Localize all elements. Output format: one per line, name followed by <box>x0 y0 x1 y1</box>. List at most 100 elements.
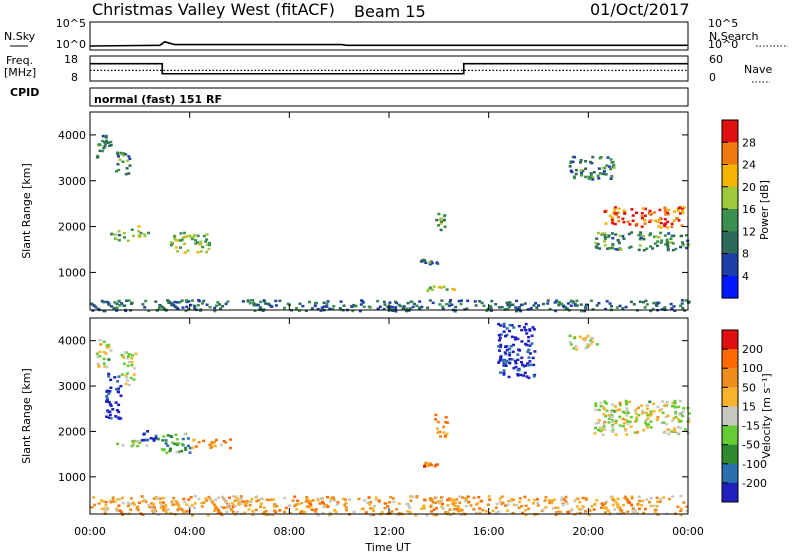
data-cell <box>252 303 256 307</box>
data-cell <box>194 445 198 448</box>
data-cell <box>130 444 134 448</box>
data-cell <box>434 501 438 504</box>
data-cell <box>435 218 439 222</box>
data-cell <box>305 498 309 501</box>
data-cell <box>610 414 614 417</box>
data-cell <box>283 306 286 310</box>
data-cell <box>550 501 554 505</box>
data-cell <box>494 506 498 509</box>
data-cell <box>535 306 539 309</box>
data-cell <box>113 301 117 304</box>
data-cell <box>332 304 336 308</box>
data-cell <box>624 427 627 431</box>
data-cell <box>528 344 532 347</box>
data-cell <box>666 220 670 224</box>
data-cell <box>679 507 683 511</box>
data-cell <box>656 500 660 504</box>
data-cell <box>108 390 112 393</box>
data-cell <box>629 425 633 428</box>
data-cell <box>498 306 501 309</box>
data-cell <box>652 402 656 406</box>
data-cell <box>122 304 126 307</box>
data-cell <box>649 309 653 313</box>
data-cell <box>524 509 527 512</box>
data-cell <box>489 309 493 312</box>
data-cell <box>436 500 440 503</box>
data-cell <box>603 237 607 240</box>
data-cell <box>184 446 188 450</box>
data-cell <box>456 505 460 509</box>
data-cell <box>97 502 101 505</box>
data-cell <box>625 403 629 406</box>
data-cell <box>395 301 399 305</box>
data-cell <box>508 351 512 355</box>
data-cell <box>339 300 343 303</box>
data-cell <box>321 500 324 504</box>
data-cell <box>159 506 163 509</box>
data-cell <box>499 333 503 336</box>
data-cell <box>565 307 569 311</box>
data-cell <box>440 220 443 223</box>
data-cell <box>512 343 515 347</box>
data-cell <box>497 345 501 348</box>
data-cell <box>599 401 603 405</box>
data-cell <box>685 246 689 250</box>
data-cell <box>439 217 443 220</box>
data-cell <box>607 509 611 513</box>
data-cell <box>176 508 180 512</box>
data-cell <box>104 134 108 138</box>
data-cell <box>119 394 123 397</box>
data-cell <box>169 241 173 244</box>
data-cell <box>186 437 190 440</box>
data-cell <box>574 345 578 348</box>
data-cell <box>140 495 144 498</box>
data-cell <box>607 234 611 237</box>
data-cell <box>603 210 607 214</box>
data-cell <box>466 299 470 303</box>
data-cell <box>316 307 320 311</box>
data-cell <box>366 501 370 505</box>
data-cell <box>644 421 648 424</box>
data-cell <box>141 438 145 442</box>
data-cell <box>596 231 600 235</box>
data-cell <box>578 500 582 504</box>
data-cell <box>116 442 120 446</box>
data-cell <box>129 302 133 305</box>
data-cell <box>332 497 336 500</box>
data-cell <box>626 500 630 503</box>
data-cell <box>126 357 130 360</box>
data-cell <box>401 306 405 310</box>
data-cell <box>594 426 597 430</box>
data-cell <box>503 351 507 354</box>
data-cell <box>225 506 228 509</box>
data-cell <box>485 309 489 313</box>
data-cell <box>508 329 511 333</box>
data-cell <box>618 234 622 238</box>
data-cell <box>452 502 455 506</box>
data-cell <box>472 496 476 500</box>
data-cell <box>425 514 429 517</box>
data-cell <box>191 299 194 302</box>
data-cell <box>569 161 573 164</box>
data-cell <box>422 504 426 507</box>
data-cell <box>449 299 452 302</box>
data-cell <box>681 410 685 414</box>
data-cell <box>448 497 452 500</box>
data-cell <box>587 513 591 517</box>
data-cell <box>607 165 611 168</box>
data-cell <box>502 371 506 375</box>
data-cell <box>654 219 658 222</box>
data-cell <box>367 496 371 499</box>
data-cell <box>342 304 346 307</box>
data-cell <box>132 443 135 447</box>
data-cell <box>508 301 512 304</box>
data-cell <box>455 498 459 501</box>
data-cell <box>173 235 177 238</box>
data-cell <box>161 439 165 442</box>
data-cell <box>457 299 461 303</box>
data-cell <box>628 223 632 226</box>
data-cell <box>117 229 121 233</box>
data-cell <box>423 465 426 468</box>
data-cell <box>310 508 314 511</box>
data-cell <box>572 347 576 350</box>
